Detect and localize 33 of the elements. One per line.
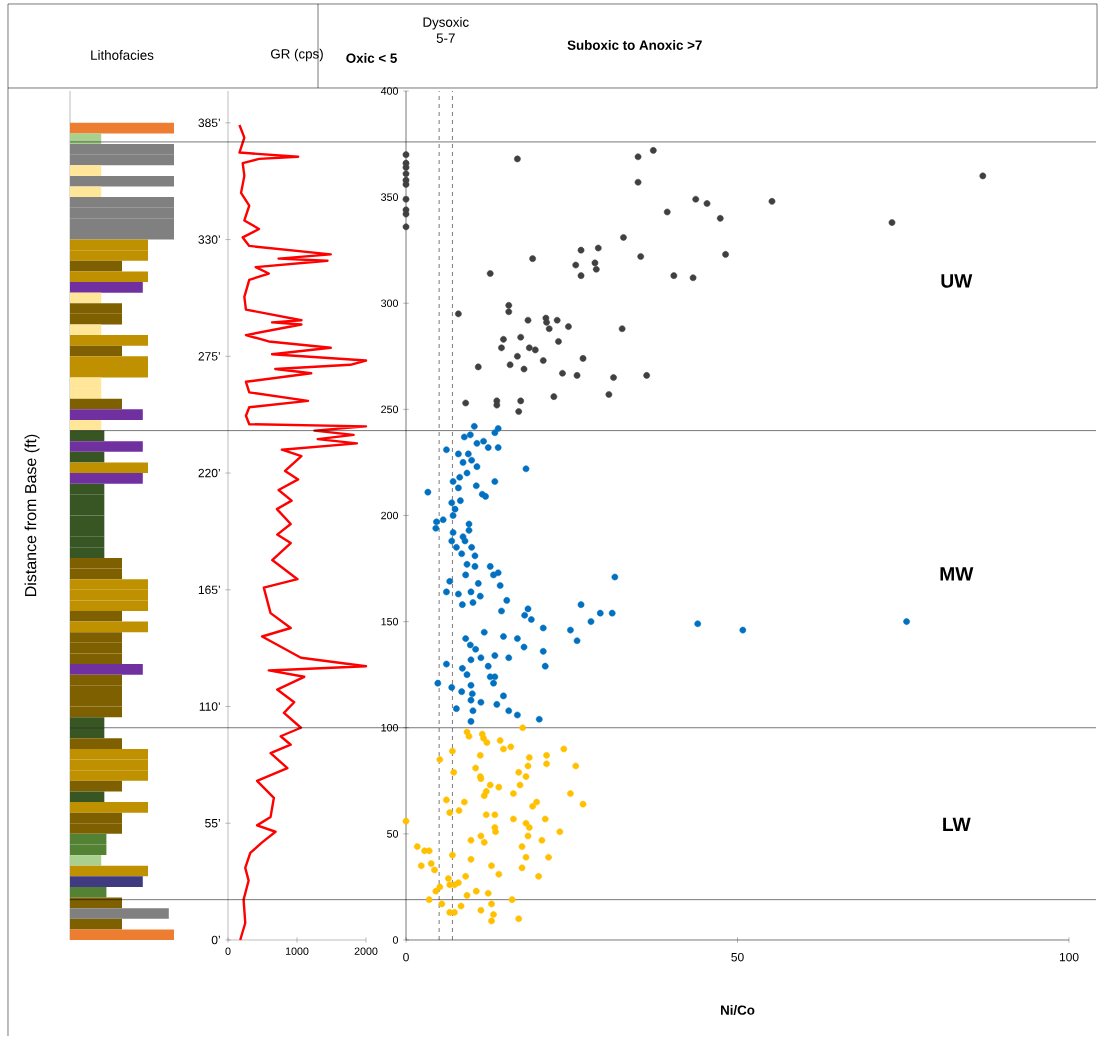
y-tick-label: 110’ (199, 702, 220, 711)
y-tick-label: 350 (381, 193, 399, 201)
text: Suboxic to Anoxic >7 (567, 40, 702, 50)
y-tick-label: 150 (381, 617, 399, 626)
y-tick-label: 165’ (198, 585, 220, 595)
y-tick-label: 50 (387, 830, 399, 838)
y-tick-label: 330’ (198, 235, 220, 244)
text: LW (943, 817, 971, 831)
text: MW (940, 567, 974, 581)
y-tick-label: 0 (392, 936, 399, 944)
y-tick-label: 0’ (211, 935, 220, 945)
text: UW (941, 274, 973, 288)
y-axis-title: Distance from Base (ft) (24, 434, 40, 596)
y-tick-label: 55’ (205, 819, 220, 828)
x-tick-label: 0 (403, 952, 409, 962)
y-tick-label: 220’ (198, 468, 220, 478)
y-tick-label: 385’ (198, 118, 220, 128)
x-tick-label: 1000 (285, 947, 309, 955)
y-tick-label: 250 (381, 405, 399, 414)
text: Oxic < 5 (346, 53, 397, 63)
text: Dysoxic 5-7 (423, 17, 469, 43)
chart-title: Lithofacies (91, 50, 154, 60)
x-tick-label: 0 (225, 947, 231, 955)
y-tick-label: 275’ (198, 352, 220, 361)
x-tick-label: 2000 (354, 947, 378, 955)
chart-title: GR (cps) (271, 48, 323, 62)
x-tick-label: 100 (1059, 952, 1079, 962)
y-tick-label: 200 (381, 511, 399, 520)
x-axis-title: Ni/Co (721, 1005, 755, 1015)
x-tick-label: 50 (731, 952, 744, 962)
y-tick-label: 300 (381, 299, 399, 308)
y-tick-label: 400 (380, 87, 399, 95)
y-tick-label: 100 (381, 723, 399, 732)
